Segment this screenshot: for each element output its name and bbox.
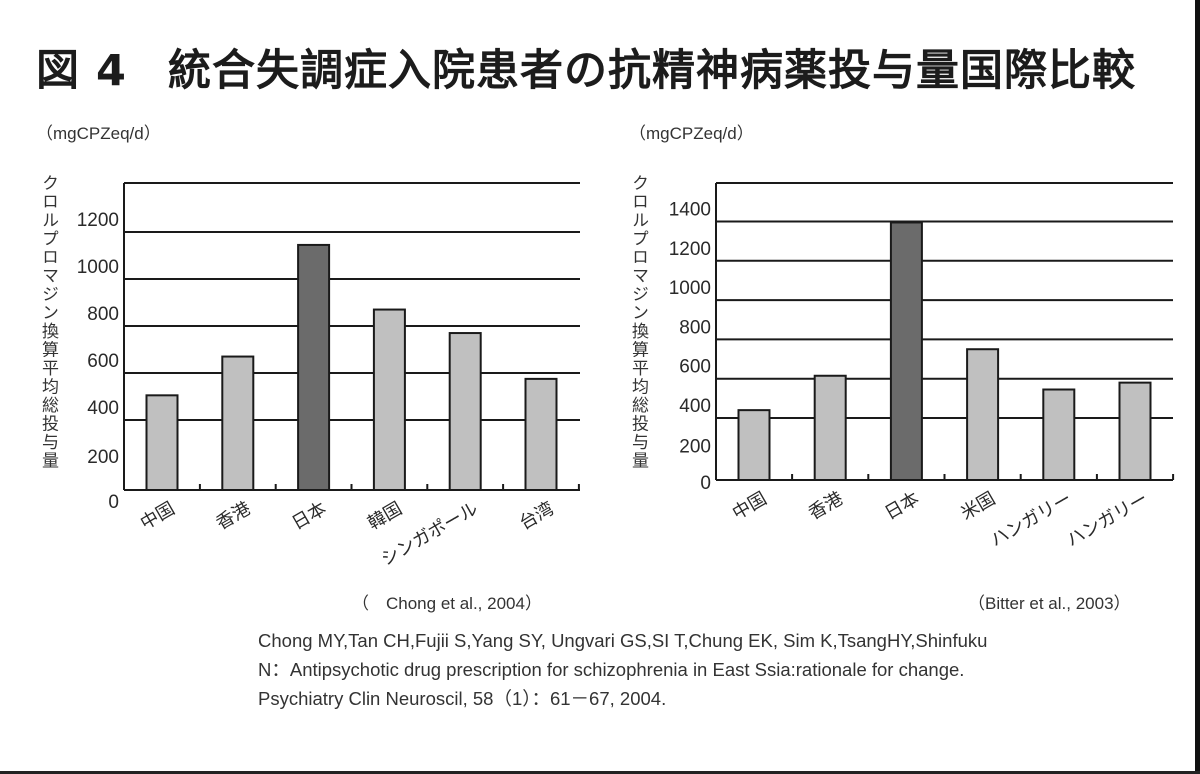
page-border-bottom [0, 771, 1200, 774]
left-chart-citation: （ Chong et al., 2004） [352, 594, 542, 613]
y-tick-label: 800 [679, 317, 711, 338]
category-label: ハンガリー [987, 488, 1075, 551]
bar-1 [813, 374, 847, 481]
bar-3 [372, 308, 406, 491]
bar-2 [889, 221, 923, 481]
y-tick-label: 1400 [669, 200, 711, 221]
bar-0 [737, 409, 771, 482]
y-tick-label: 600 [679, 357, 711, 378]
bar-4 [448, 332, 482, 491]
y-tick-label: 200 [87, 447, 119, 468]
right-chart-unit: （mgCPZeq/d） [629, 124, 754, 143]
reference-line-1: Chong MY,Tan CH,Fujii S,Yang SY, Ungvari… [258, 630, 988, 651]
reference-line-2: N：Antipsychotic drug prescription for sc… [258, 659, 965, 680]
page-border-right [1195, 0, 1200, 774]
left-chart-unit: （mgCPZeq/d） [36, 124, 161, 143]
bar-1 [221, 355, 255, 491]
category-label: 米国 [957, 488, 999, 524]
figure-number: 図 4 [36, 46, 127, 96]
right-chart-citation: （Bitter et al., 2003） [968, 594, 1131, 613]
bar-0 [145, 394, 179, 492]
y-tick-label: 400 [87, 398, 119, 419]
y-tick-label: 0 [108, 492, 119, 513]
y-tick-label: 200 [679, 437, 711, 458]
category-label: 中国 [729, 488, 771, 524]
y-tick-label: 1000 [669, 278, 711, 299]
y-tick-label: 800 [87, 304, 119, 325]
category-label: 日本 [881, 488, 923, 524]
bar-5 [1118, 381, 1152, 482]
bar-2 [297, 243, 331, 491]
left-chart-y-axis-label: クロルプロマジン換算平均総投与量 [38, 174, 58, 470]
right-chart-y-axis-label: クロルプロマジン換算平均総投与量 [628, 174, 648, 470]
y-tick-label: 1200 [669, 239, 711, 260]
y-tick-label: 1200 [77, 210, 119, 231]
figure-title: 図 4 統合失調症入院患者の抗精神病薬投与量国際比較 [36, 36, 1136, 96]
category-label: 香港 [805, 488, 847, 524]
bar-3 [966, 348, 1000, 481]
y-tick-label: 600 [87, 351, 119, 372]
bar-4 [1042, 388, 1076, 482]
reference-citation: Chong MY,Tan CH,Fujii S,Yang SY, Ungvari… [258, 626, 1188, 713]
category-label: ハンガリー [1063, 488, 1151, 551]
y-tick-label: 0 [700, 473, 711, 494]
reference-line-3: Psychiatry Clin Neuroscil, 58（1）：61－67, … [258, 688, 667, 709]
figure-title-text: 統合失調症入院患者の抗精神病薬投与量国際比較 [168, 46, 1136, 96]
y-tick-label: 1000 [77, 257, 119, 278]
bar-5 [524, 377, 558, 491]
y-tick-label: 400 [679, 396, 711, 417]
